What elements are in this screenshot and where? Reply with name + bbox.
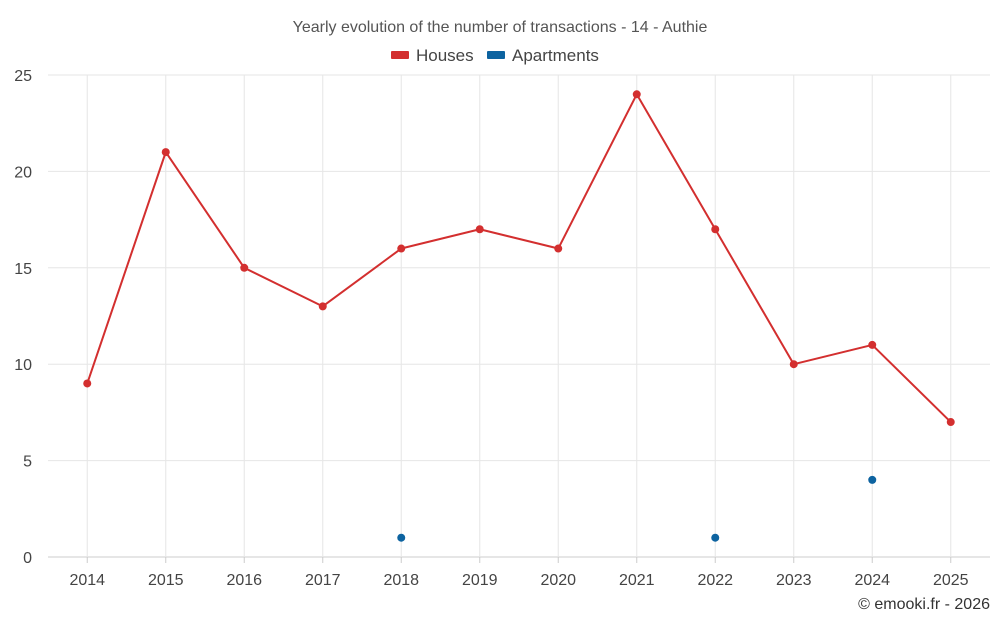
y-tick-label: 20 (14, 164, 32, 181)
y-tick-label: 5 (23, 454, 32, 471)
y-axis-ticks: 0 5 10 15 20 25 (14, 68, 32, 567)
legend-label-houses: Houses (416, 46, 474, 65)
y-tick-label: 25 (14, 68, 32, 85)
data-point-houses-2014[interactable] (83, 379, 92, 388)
x-tick-label: 2014 (69, 572, 105, 589)
x-tick-label: 2022 (697, 572, 733, 589)
data-point-houses-2025[interactable] (946, 418, 955, 427)
y-tick-label: 0 (23, 550, 32, 567)
legend-item-houses[interactable]: Houses (391, 46, 474, 65)
chart-title: Yearly evolution of the number of transa… (293, 19, 708, 36)
x-tick-label: 2019 (462, 572, 498, 589)
data-point-apartments-2024[interactable] (868, 475, 877, 484)
gridlines (48, 74, 990, 558)
legend: Houses Apartments (391, 46, 599, 65)
legend-item-apartments[interactable]: Apartments (487, 46, 599, 65)
legend-label-apartments: Apartments (512, 46, 599, 65)
series-line-houses (86, 93, 952, 423)
x-tick-label: 2017 (305, 572, 341, 589)
data-point-houses-2017[interactable] (318, 302, 327, 311)
legend-swatch-houses (391, 51, 409, 59)
data-point-houses-2024[interactable] (868, 340, 877, 349)
x-tick-label: 2024 (854, 572, 890, 589)
data-point-houses-2019[interactable] (475, 225, 484, 234)
data-point-houses-2020[interactable] (554, 244, 563, 253)
data-point-houses-2016[interactable] (240, 263, 249, 272)
x-tick-label: 2015 (148, 572, 184, 589)
y-tick-label: 10 (14, 357, 32, 374)
x-tick-label: 2021 (619, 572, 655, 589)
data-point-houses-2018[interactable] (397, 244, 406, 253)
data-point-apartments-2018[interactable] (397, 533, 406, 542)
data-point-houses-2022[interactable] (711, 225, 720, 234)
credit-text: © emooki.fr - 2026 (858, 596, 990, 613)
x-tick-label: 2018 (383, 572, 419, 589)
y-tick-label: 15 (14, 261, 32, 278)
data-point-houses-2015[interactable] (161, 148, 170, 157)
legend-swatch-apartments (487, 51, 505, 59)
data-point-apartments-2022[interactable] (711, 533, 720, 542)
x-tick-label: 2016 (226, 572, 262, 589)
x-tick-label: 2025 (933, 572, 969, 589)
series-layer (83, 90, 955, 542)
data-point-houses-2021[interactable] (632, 90, 641, 99)
x-axis-ticks: 2014 2015 2016 2017 2018 2019 2020 2021 2022 2023… (69, 557, 969, 589)
x-tick-label: 2020 (540, 572, 576, 589)
x-tick-label: 2023 (776, 572, 812, 589)
data-point-houses-2023[interactable] (789, 360, 798, 369)
